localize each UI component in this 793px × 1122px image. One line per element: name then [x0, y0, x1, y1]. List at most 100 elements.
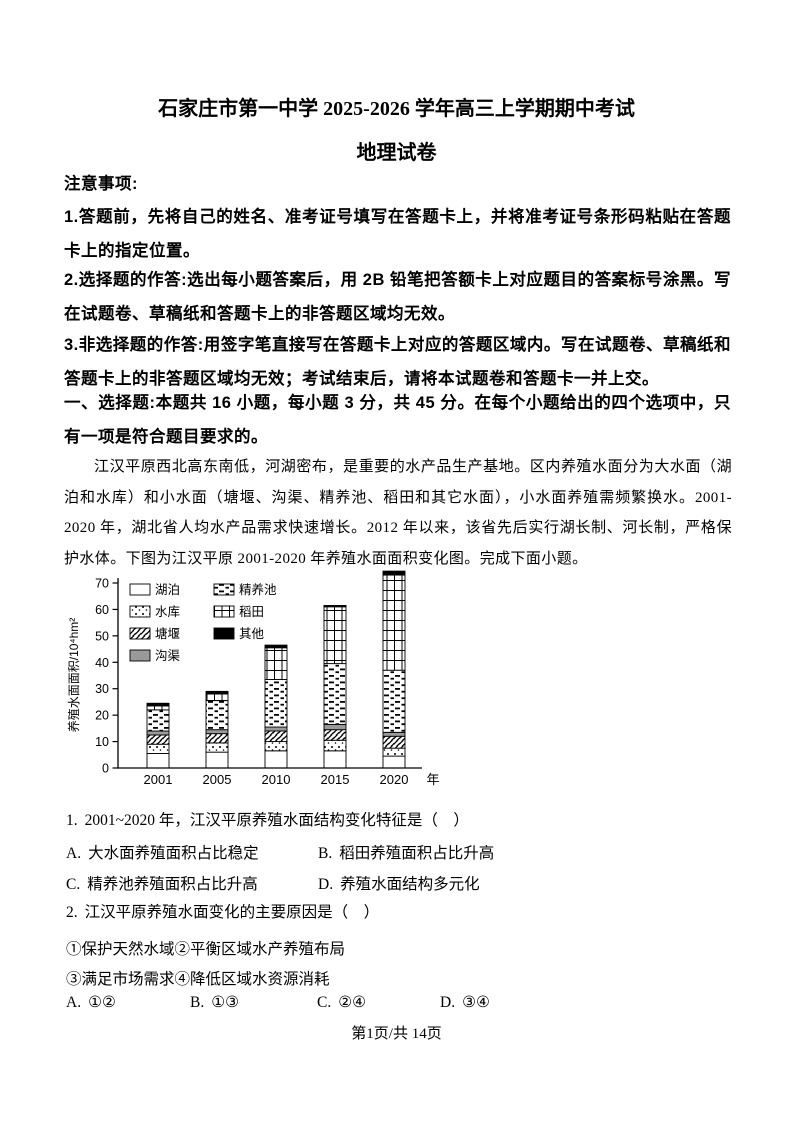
option-b-label: B.	[318, 845, 333, 862]
bar-segment-2015-水库	[323, 739, 347, 752]
question-2-statements: ①保护天然水域②平衡区域水产养殖布局 ③满足市场需求④降低区域水资源消耗	[66, 935, 732, 995]
legend-swatch-精养池	[213, 583, 235, 596]
question-1-number: 1.	[66, 812, 78, 829]
question-2-text: 江汉平原养殖水面变化的主要原因是（ ）	[84, 904, 380, 921]
bar-segment-2015-精养池	[323, 663, 347, 725]
question-2-number: 2.	[66, 904, 78, 921]
bar-segment-2020-精养池	[382, 669, 406, 733]
option-d-label: D.	[318, 876, 334, 893]
bar-segment-2015-其他	[323, 605, 347, 608]
legend-swatch-其他	[213, 627, 235, 640]
legend-swatch-塘堰	[129, 627, 151, 640]
question-1: 1. 2001~2020 年，江汉平原养殖水面结构变化特征是（ ）	[66, 810, 732, 831]
y-tick-label: 40	[95, 656, 109, 670]
legend-label-塘堰: 塘堰	[155, 626, 180, 641]
subject-title: 地理试卷	[356, 142, 437, 164]
option-c-text: 精养池养殖面积占比升高	[87, 876, 258, 893]
bar-segment-2001-稻田	[146, 705, 170, 711]
aquaculture-area-chart: 0 10 20 30 40 50 60 70 2001 2005 2010 2015 2020 年 养殖水面…	[64, 570, 456, 802]
notice-item-1: 1.答题前，先将自己的姓名、准考证号填写在答题卡上，并将准考证号条形码粘贴在答题…	[64, 208, 731, 260]
x-tick-label: 2010	[262, 772, 291, 787]
legend-label-稻田: 稻田	[239, 605, 264, 619]
bar-segment-2010-沟渠	[264, 726, 288, 732]
bar-segment-2005-精养池	[205, 700, 229, 731]
bar-segment-2001-水库	[146, 743, 170, 754]
option-a-label: A.	[66, 994, 82, 1011]
y-tick-label: 70	[95, 577, 109, 591]
bar-segment-2015-湖泊	[323, 750, 347, 769]
option-a: A. 大水面养殖面积占比稳定	[66, 843, 318, 864]
notice-item-3: 3.非选择题的作答:用签字笔直接写在答题卡上对应的答题区域内。写在试题卷、草稿纸…	[64, 336, 731, 388]
bar-segment-2001-沟渠	[146, 730, 170, 736]
option-d: D. 养殖水面结构多元化	[318, 874, 732, 895]
bar-segment-2010-其他	[264, 644, 288, 649]
y-tick-label: 50	[95, 629, 109, 643]
option-a-text: 大水面养殖面积占比稳定	[88, 845, 259, 862]
option-b-label: B.	[190, 994, 205, 1011]
option-d: D. ③④	[440, 992, 732, 1013]
option-d-text: 养殖水面结构多元化	[340, 876, 480, 893]
legend-swatch-湖泊	[129, 583, 151, 596]
y-tick-label: 30	[95, 682, 109, 696]
x-tick-label: 2020	[380, 772, 409, 787]
option-c: C. ②④	[317, 992, 440, 1013]
bar-segment-2010-精养池	[264, 679, 288, 728]
x-axis-label: 年	[426, 772, 439, 787]
chart-axes: 0 10 20 30 40 50 60 70 2001 2005 2010 2015 2020 年 养殖水面…	[66, 577, 440, 788]
chart-bars	[146, 570, 406, 769]
question-1-options: A. 大水面养殖面积占比稳定 B. 稻田养殖面积占比升高 C. 精养池养殖面积占比升高…	[66, 843, 732, 895]
legend-label-湖泊: 湖泊	[155, 582, 180, 597]
y-axis-label: 养殖水面面积/10⁴hm²	[66, 618, 81, 733]
option-a-text: ①②	[88, 994, 116, 1011]
option-c-label: C.	[66, 876, 81, 893]
option-c-text: ②④	[338, 994, 367, 1011]
bar-segment-2015-塘堰	[323, 729, 347, 741]
bar-segment-2001-湖泊	[146, 753, 170, 769]
bar-segment-2010-稻田	[264, 647, 288, 680]
question-1-text: 2001~2020 年，江汉平原养殖水面结构变化特征是（ ）	[84, 812, 469, 829]
bar-segment-2005-湖泊	[205, 751, 229, 769]
option-a-label: A.	[66, 845, 82, 862]
statement-1-2: ①保护天然水域②平衡区域水产养殖布局	[66, 941, 346, 958]
bar-segment-2010-水库	[264, 741, 288, 752]
x-tick-label: 2015	[321, 772, 350, 787]
legend-label-水库: 水库	[155, 604, 180, 619]
option-d-text: ③④	[462, 994, 490, 1011]
option-b: B. 稻田养殖面积占比升高	[318, 843, 732, 864]
y-tick-label: 10	[95, 735, 109, 749]
bar-segment-2005-沟渠	[205, 729, 229, 735]
bar-segment-2020-沟渠	[382, 731, 406, 737]
y-tick-label: 0	[102, 762, 109, 776]
bar-segment-2001-其他	[146, 702, 170, 707]
option-b: B. ①③	[190, 992, 317, 1013]
legend-label-精养池: 精养池	[239, 582, 277, 597]
section-heading: 一、选择题:本题共 16 小题，每小题 3 分，共 45 分。在每个小题给出的四…	[64, 394, 731, 446]
bar-segment-2010-湖泊	[264, 750, 288, 769]
bar-segment-2015-稻田	[323, 606, 347, 665]
option-b-text: 稻田养殖面积占比升高	[339, 845, 495, 862]
bar-segment-2005-水库	[205, 742, 229, 753]
bar-segment-2010-塘堰	[264, 730, 288, 743]
page-number-footer: 第1页/共 14页	[351, 1026, 442, 1042]
reading-passage: 江汉平原西北高东南低，河湖密布，是重要的水产品生产基地。区内养殖水面分为大水面（…	[64, 459, 732, 567]
bar-segment-2020-塘堰	[382, 735, 406, 749]
y-tick-label: 60	[95, 603, 109, 617]
legend-label-沟渠: 沟渠	[155, 649, 181, 663]
bar-segment-2001-塘堰	[146, 734, 170, 745]
x-tick-label: 2005	[203, 772, 232, 787]
bar-segment-2005-其他	[205, 690, 229, 695]
option-a: A. ①②	[66, 992, 190, 1013]
legend-swatch-稻田	[213, 605, 235, 618]
x-tick-label: 2001	[144, 772, 173, 787]
question-2-options: A. ①② B. ①③ C. ②④ D. ③④	[66, 992, 732, 1013]
option-d-label: D.	[440, 994, 456, 1011]
notice-item-2: 2.选择题的作答:选出每小题答案后，用 2B 铅笔把答额卡上对应题目的答案标号涂…	[64, 271, 731, 323]
bar-segment-2020-湖泊	[382, 755, 406, 769]
bar-segment-2005-稻田	[205, 693, 229, 702]
bar-segment-2001-精养池	[146, 709, 170, 732]
stacked-bar-chart-svg: 0 10 20 30 40 50 60 70 2001 2005 2010 2015 2020 年 养殖水面…	[66, 570, 440, 788]
legend-label-其他: 其他	[239, 627, 265, 641]
statement-3-4: ③满足市场需求④降低区域水资源消耗	[66, 971, 330, 988]
bar-segment-2005-塘堰	[205, 733, 229, 744]
